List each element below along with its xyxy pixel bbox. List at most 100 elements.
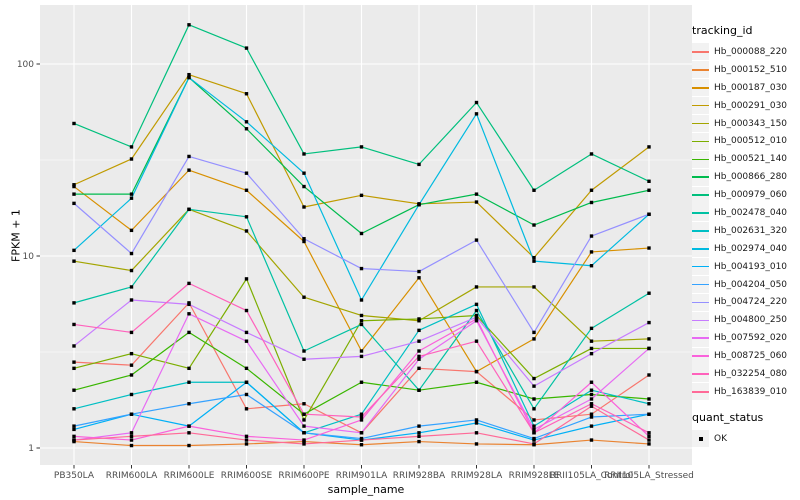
- legend-key-line-icon: [692, 391, 709, 393]
- data-point-Hb_002631_320-RRIM928LA: [474, 302, 479, 307]
- data-point-Hb_000979_060-RRIM600LA: [129, 145, 134, 149]
- legend-panel: tracking_id Hb_000088_220 Hb_000152_510 Hb…: [692, 24, 800, 448]
- data-point-Hb_000343_150-RRII105LA_Control: [589, 339, 594, 343]
- data-point-Hb_008725_060-RRIM600SE: [244, 434, 249, 439]
- data-point-Hb_004193_010-RRIM928BA: [417, 431, 421, 435]
- data-point-Hb_000512_010-RRIM600PE: [302, 418, 306, 422]
- data-point-Hb_000088_220-RRIM928LE: [532, 418, 536, 422]
- data-point-Hb_004800_250-RRIM901LA: [359, 354, 364, 359]
- data-point-Hb_000512_010-RRIM600SE: [244, 277, 249, 281]
- data-point-Hb_004204_050-RRIM928LE: [532, 436, 536, 441]
- data-point-Hb_000291_030-RRIM600SE: [244, 92, 249, 96]
- data-point-Hb_002631_320-PB350LA: [72, 407, 76, 411]
- data-point-Hb_004204_050-RRIM600LE: [187, 402, 191, 406]
- legend-key-line-icon: [692, 104, 709, 107]
- legend-item-label: Hb_000291_030: [714, 100, 788, 111]
- data-point-Hb_000512_010-RRIM901LA: [359, 319, 364, 323]
- data-point-Hb_008725_060-RRIM901LA: [359, 418, 364, 422]
- data-point-Hb_000521_140-RRIM600LA: [129, 373, 134, 377]
- legend-item: Hb_004193_010: [692, 258, 800, 276]
- data-point-Hb_002478_040-RRII105LA_Control: [589, 326, 594, 331]
- x-tick-label: RRIM600LA: [106, 471, 158, 481]
- data-point-Hb_000187_030-RRIM928BA: [417, 276, 421, 280]
- data-point-Hb_008725_060-PB350LA: [72, 434, 76, 439]
- data-point-Hb_004724_220-RRIM600PE: [302, 237, 306, 241]
- legend-item-quant: OK: [692, 430, 800, 448]
- legend-key-swatch: [692, 258, 709, 276]
- legend-key-line-icon: [692, 176, 709, 179]
- x-tick-label: RRII105LA_Stressed: [604, 471, 694, 481]
- legend-item: Hb_008725_060: [692, 347, 800, 365]
- data-point-Hb_032254_080-RRIM928LA: [474, 339, 479, 343]
- legend-item-label: Hb_000152_510: [714, 64, 788, 75]
- legend-item-label: Hb_000521_140: [714, 154, 788, 165]
- legend-key-swatch: [692, 150, 709, 168]
- data-point-Hb_000512_010-RRIM928LA: [474, 313, 479, 318]
- data-point-Hb_007592_020-RRIM928LE: [532, 427, 536, 432]
- data-point-Hb_002478_040-RRIM600SE: [244, 215, 249, 219]
- data-point-Hb_004724_220-RRIM901LA: [359, 266, 364, 271]
- data-point-Hb_000088_220-RRIM600PE: [302, 402, 306, 406]
- legend-item-label: Hb_000512_010: [714, 136, 788, 147]
- data-point-Hb_000866_280-PB350LA: [72, 192, 76, 196]
- data-point-Hb_000521_140-RRII105LA_Control: [589, 392, 594, 397]
- data-point-Hb_000152_510-RRII105LA_Stressed: [647, 442, 651, 446]
- legend-item: Hb_000088_220: [692, 43, 800, 61]
- data-point-Hb_000187_030-RRIM928LE: [532, 337, 536, 341]
- data-point-Hb_004724_220-RRIM600SE: [244, 171, 249, 175]
- data-point-Hb_000152_510-RRIM600LA: [129, 443, 134, 448]
- data-point-Hb_008725_060-RRIM600LA: [129, 438, 134, 442]
- data-point-Hb_000187_030-RRIM901LA: [359, 349, 364, 353]
- data-point-Hb_004204_050-RRII105LA_Stressed: [647, 412, 651, 416]
- data-point-Hb_002974_040-RRIM600SE: [244, 120, 249, 124]
- data-point-Hb_002974_040-RRIM600LE: [187, 75, 191, 80]
- legend-key-swatch: [692, 240, 709, 258]
- data-point-Hb_004800_250-RRIM600LE: [187, 302, 191, 307]
- legend-key-swatch: [692, 276, 709, 294]
- data-point-Hb_004193_010-RRIM600SE: [244, 380, 249, 384]
- data-point-Hb_032254_080-RRIM901LA: [359, 415, 364, 419]
- legend-key-swatch: [692, 204, 709, 222]
- data-point-Hb_002974_040-RRII105LA_Control: [589, 264, 594, 268]
- legend-key-swatch: [692, 293, 709, 311]
- data-point-Hb_000866_280-RRII105LA_Stressed: [647, 188, 651, 192]
- data-point-Hb_008725_060-RRIM928BA: [417, 349, 421, 353]
- data-point-Hb_163839_010-RRIM600SE: [244, 438, 249, 442]
- data-point-Hb_004204_050-RRII105LA_Control: [589, 415, 594, 419]
- legend-item: Hb_000979_060: [692, 186, 800, 204]
- data-point-Hb_002478_040-RRII105LA_Stressed: [647, 291, 651, 295]
- data-point-Hb_000521_140-RRIM600LE: [187, 330, 191, 335]
- legend-item: Hb_000291_030: [692, 97, 800, 115]
- data-point-Hb_000979_060-RRII105LA_Control: [589, 152, 594, 156]
- x-tick-label: RRIM928LE: [509, 471, 560, 481]
- data-point-Hb_000866_280-RRIM928LE: [532, 223, 536, 227]
- data-point-Hb_032254_080-RRIM600PE: [302, 412, 306, 416]
- x-tick-label: RRIM600SE: [221, 471, 273, 481]
- legend-item-label: Hb_004204_050: [714, 279, 788, 290]
- legend-key-swatch: [692, 132, 709, 150]
- legend-key-line-icon: [692, 355, 709, 357]
- legend-item-label: Hb_004193_010: [714, 261, 788, 272]
- data-point-Hb_163839_010-RRIM928BA: [417, 434, 421, 439]
- legend-item: Hb_000866_280: [692, 168, 800, 186]
- data-point-Hb_004724_220-RRII105LA_Stressed: [647, 212, 651, 216]
- data-point-Hb_000187_030-RRII105LA_Control: [589, 250, 594, 254]
- data-point-Hb_032254_080-RRII105LA_Stressed: [647, 431, 651, 435]
- data-point-Hb_000291_030-RRIM600LE: [187, 72, 191, 77]
- data-point-Hb_000512_010-PB350LA: [72, 366, 76, 371]
- data-point-Hb_007592_020-RRIM600LA: [129, 431, 134, 435]
- data-point-Hb_000187_030-RRIM600SE: [244, 188, 249, 192]
- legend-item-label: Hb_000343_150: [714, 118, 788, 129]
- legend-item: Hb_002478_040: [692, 204, 800, 222]
- x-axis-title: sample_name: [327, 483, 405, 496]
- data-point-Hb_000521_140-PB350LA: [72, 388, 76, 392]
- data-point-Hb_163839_010-RRIM901LA: [359, 438, 364, 442]
- data-point-Hb_007592_020-RRII105LA_Stressed: [647, 346, 651, 351]
- legend-item: Hb_032254_080: [692, 365, 800, 383]
- data-point-Hb_002478_040-RRIM600PE: [302, 349, 306, 353]
- data-point-Hb_000187_030-RRIM600LA: [129, 228, 134, 233]
- data-point-Hb_163839_010-RRIM600LE: [187, 431, 191, 435]
- data-point-Hb_032254_080-RRIM928BA: [417, 354, 421, 359]
